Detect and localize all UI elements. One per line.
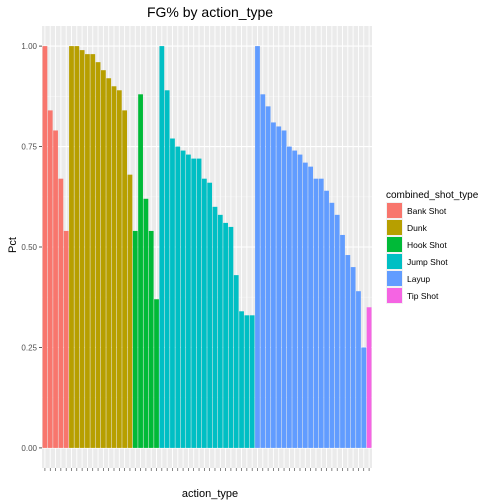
bars	[42, 46, 372, 448]
bar-jump-shot	[175, 146, 181, 448]
bar-layup	[292, 150, 298, 448]
bar-jump-shot	[186, 154, 191, 448]
bar-dunk	[85, 54, 90, 448]
bar-jump-shot	[217, 214, 223, 448]
bar-layup	[324, 190, 329, 448]
bar-bank-shot	[58, 178, 64, 448]
bar-layup	[356, 291, 361, 448]
bar-jump-shot	[249, 315, 255, 448]
legend-swatch	[387, 220, 402, 235]
legend-label: Dunk	[407, 223, 428, 233]
bar-hook-shot	[148, 230, 154, 448]
bar-jump-shot	[233, 275, 239, 448]
bar-dunk	[74, 46, 80, 448]
bar-dunk	[111, 86, 117, 448]
bar-layup	[350, 267, 356, 448]
legend-swatch	[387, 203, 402, 218]
bar-jump-shot	[164, 90, 170, 448]
bar-jump-shot	[196, 158, 202, 448]
legend-label: Layup	[407, 274, 430, 284]
legend-label: Jump Shot	[407, 257, 448, 267]
bar-layup	[297, 154, 303, 448]
legend-label: Bank Shot	[407, 206, 447, 216]
bar-layup	[313, 178, 319, 448]
chart-title: FG% by action_type	[147, 4, 273, 20]
bar-jump-shot	[212, 206, 218, 448]
y-tick-label: 0.75	[21, 143, 37, 152]
legend-title: combined_shot_type	[386, 190, 479, 201]
legend: combined_shot_type Bank Shot Dunk Hook Sho…	[386, 190, 479, 304]
bar-hook-shot	[154, 299, 159, 448]
y-tick-label: 0.50	[21, 243, 37, 252]
y-tick-label: 1.00	[21, 42, 37, 51]
bar-dunk	[95, 62, 101, 448]
x-axis-title: action_type	[182, 488, 238, 500]
bar-layup	[361, 347, 367, 448]
bar-layup	[334, 214, 340, 448]
bar-dunk	[100, 70, 106, 448]
bar-layup	[345, 255, 351, 448]
bar-bank-shot	[53, 130, 58, 448]
legend-swatch	[387, 271, 402, 286]
bar-dunk	[122, 110, 128, 448]
bar-layup	[260, 94, 266, 448]
legend-label: Hook Shot	[407, 240, 447, 250]
bar-dunk	[90, 54, 96, 448]
y-tick-label: 0.00	[21, 444, 37, 453]
bar-jump-shot	[170, 138, 175, 448]
bar-layup	[281, 130, 287, 448]
bar-layup	[329, 202, 335, 448]
bar-bank-shot	[42, 46, 48, 448]
legend-swatch	[387, 254, 402, 269]
y-axis-title: Pct	[7, 237, 19, 253]
bar-bank-shot	[47, 110, 53, 448]
bar-jump-shot	[207, 182, 213, 448]
bar-bank-shot	[63, 230, 69, 448]
bar-dunk	[106, 78, 112, 448]
bar-jump-shot	[244, 315, 250, 448]
bar-jump-shot	[228, 226, 234, 448]
bar-layup	[308, 166, 314, 448]
y-tick-label: 0.25	[21, 343, 37, 352]
bar-hook-shot	[138, 94, 143, 448]
bar-jump-shot	[201, 178, 207, 448]
bar-layup	[302, 162, 308, 448]
legend-swatch	[387, 288, 402, 303]
bar-layup	[340, 234, 345, 448]
bar-jump-shot	[223, 222, 228, 448]
bar-hook-shot	[132, 230, 138, 448]
bar-layup	[318, 178, 324, 448]
legend-label: Tip Shot	[407, 291, 439, 301]
bar-layup	[276, 126, 282, 448]
bar-jump-shot	[239, 311, 244, 448]
bar-dunk	[116, 90, 122, 448]
bar-jump-shot	[180, 150, 186, 448]
bar-hook-shot	[143, 198, 149, 448]
legend-swatch	[387, 237, 402, 252]
bar-jump-shot	[159, 46, 165, 448]
bar-dunk	[79, 50, 85, 448]
y-axis: 0.00 0.25 0.50 0.75 1.00	[21, 42, 42, 453]
x-axis	[44, 468, 370, 471]
bar-layup	[265, 106, 271, 448]
bar-layup	[255, 46, 260, 448]
bar-jump-shot	[191, 158, 197, 448]
bar-tip-shot	[366, 307, 372, 448]
bar-dunk	[127, 174, 133, 448]
bar-dunk	[69, 46, 74, 448]
bar-layup	[286, 146, 292, 448]
bar-layup	[271, 122, 276, 448]
